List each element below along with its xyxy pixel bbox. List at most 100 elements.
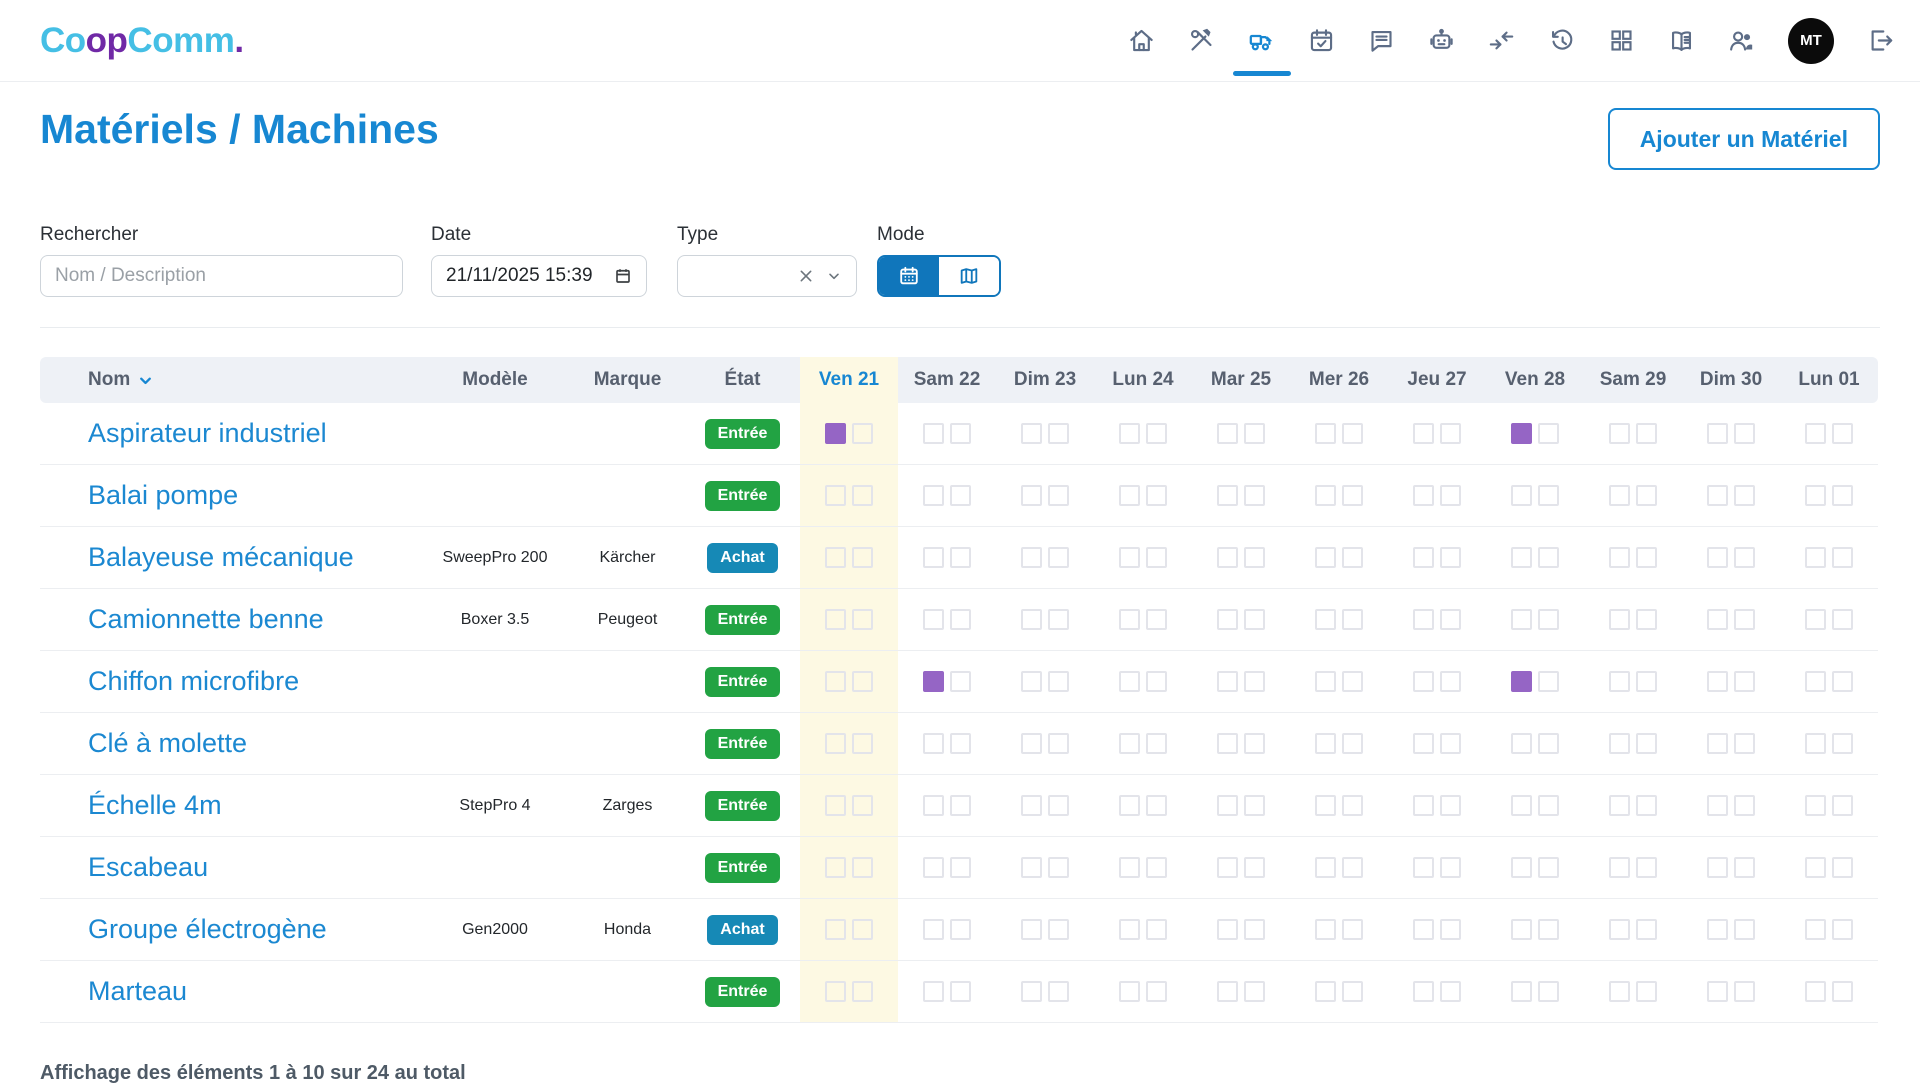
availability-box[interactable] <box>1146 547 1167 568</box>
availability-box[interactable] <box>1609 423 1630 444</box>
availability-box[interactable] <box>1119 671 1140 692</box>
availability-box[interactable] <box>1636 423 1657 444</box>
availability-box[interactable] <box>1832 857 1853 878</box>
availability-box-filled[interactable] <box>923 671 944 692</box>
availability-box[interactable] <box>1217 733 1238 754</box>
availability-box[interactable] <box>1511 609 1532 630</box>
availability-box[interactable] <box>825 919 846 940</box>
availability-box[interactable] <box>1021 795 1042 816</box>
chat-icon[interactable] <box>1368 27 1395 54</box>
calendar-picker-icon[interactable] <box>614 267 632 285</box>
availability-box[interactable] <box>1707 671 1728 692</box>
availability-box[interactable] <box>825 609 846 630</box>
type-select[interactable] <box>677 255 857 297</box>
availability-box[interactable] <box>852 981 873 1002</box>
availability-box[interactable] <box>1805 671 1826 692</box>
availability-box[interactable] <box>950 671 971 692</box>
availability-box[interactable] <box>1511 919 1532 940</box>
availability-box[interactable] <box>825 733 846 754</box>
availability-box[interactable] <box>1342 857 1363 878</box>
availability-box[interactable] <box>1119 609 1140 630</box>
availability-box[interactable] <box>1048 919 1069 940</box>
availability-box[interactable] <box>1609 919 1630 940</box>
availability-box[interactable] <box>923 795 944 816</box>
availability-box[interactable] <box>923 609 944 630</box>
availability-box[interactable] <box>1244 919 1265 940</box>
availability-box[interactable] <box>1315 981 1336 1002</box>
availability-box[interactable] <box>1413 423 1434 444</box>
availability-box[interactable] <box>1342 981 1363 1002</box>
availability-box[interactable] <box>1805 981 1826 1002</box>
availability-box[interactable] <box>1021 609 1042 630</box>
availability-box[interactable] <box>1538 671 1559 692</box>
availability-box[interactable] <box>1048 981 1069 1002</box>
material-name-link[interactable]: Balai pompe <box>88 480 239 510</box>
availability-box[interactable] <box>1413 795 1434 816</box>
availability-box[interactable] <box>1832 733 1853 754</box>
availability-box[interactable] <box>1636 733 1657 754</box>
availability-box[interactable] <box>1342 547 1363 568</box>
availability-box[interactable] <box>1315 795 1336 816</box>
availability-box[interactable] <box>852 485 873 506</box>
availability-box[interactable] <box>1538 733 1559 754</box>
availability-box[interactable] <box>1021 547 1042 568</box>
availability-box[interactable] <box>950 795 971 816</box>
availability-box[interactable] <box>1119 795 1140 816</box>
availability-box[interactable] <box>1119 981 1140 1002</box>
availability-box[interactable] <box>1342 423 1363 444</box>
availability-box[interactable] <box>1146 857 1167 878</box>
availability-box[interactable] <box>852 919 873 940</box>
availability-box[interactable] <box>1119 919 1140 940</box>
availability-box[interactable] <box>1048 795 1069 816</box>
availability-box[interactable] <box>1832 485 1853 506</box>
availability-box[interactable] <box>1021 485 1042 506</box>
availability-box[interactable] <box>1832 423 1853 444</box>
availability-box[interactable] <box>1707 547 1728 568</box>
availability-box[interactable] <box>1538 423 1559 444</box>
availability-box[interactable] <box>1342 795 1363 816</box>
book-icon[interactable] <box>1668 27 1695 54</box>
availability-box[interactable] <box>1734 795 1755 816</box>
availability-box[interactable] <box>1734 423 1755 444</box>
material-name-link[interactable]: Aspirateur industriel <box>88 418 327 448</box>
availability-box[interactable] <box>1707 919 1728 940</box>
availability-box[interactable] <box>1021 981 1042 1002</box>
availability-box[interactable] <box>923 485 944 506</box>
avatar[interactable]: MT <box>1788 17 1834 64</box>
availability-box-filled[interactable] <box>1511 423 1532 444</box>
availability-box[interactable] <box>1217 795 1238 816</box>
availability-box[interactable] <box>1734 733 1755 754</box>
availability-box[interactable] <box>1511 981 1532 1002</box>
availability-box[interactable] <box>1413 671 1434 692</box>
availability-box[interactable] <box>1805 423 1826 444</box>
availability-box[interactable] <box>1342 919 1363 940</box>
availability-box[interactable] <box>1244 733 1265 754</box>
history-icon[interactable] <box>1548 27 1575 54</box>
availability-box[interactable] <box>950 423 971 444</box>
availability-box[interactable] <box>1609 795 1630 816</box>
availability-box[interactable] <box>1734 485 1755 506</box>
equipment-truck-icon[interactable] <box>1248 27 1275 54</box>
availability-box[interactable] <box>1244 609 1265 630</box>
column-header-nom[interactable]: Nom <box>40 357 420 403</box>
availability-box[interactable] <box>1538 795 1559 816</box>
availability-box[interactable] <box>1609 857 1630 878</box>
material-name-link[interactable]: Balayeuse mécanique <box>88 542 354 572</box>
availability-box[interactable] <box>1048 733 1069 754</box>
availability-box[interactable] <box>1146 423 1167 444</box>
availability-box[interactable] <box>1021 733 1042 754</box>
availability-box[interactable] <box>825 671 846 692</box>
availability-box[interactable] <box>1511 795 1532 816</box>
availability-box[interactable] <box>852 671 873 692</box>
availability-box[interactable] <box>1511 733 1532 754</box>
availability-box[interactable] <box>1342 609 1363 630</box>
availability-box[interactable] <box>852 609 873 630</box>
availability-box[interactable] <box>852 857 873 878</box>
availability-box[interactable] <box>1244 857 1265 878</box>
clear-icon[interactable] <box>798 268 814 284</box>
availability-box[interactable] <box>1217 981 1238 1002</box>
availability-box[interactable] <box>1217 423 1238 444</box>
availability-box[interactable] <box>1636 609 1657 630</box>
mode-map-button[interactable] <box>939 257 999 295</box>
availability-box[interactable] <box>1315 609 1336 630</box>
